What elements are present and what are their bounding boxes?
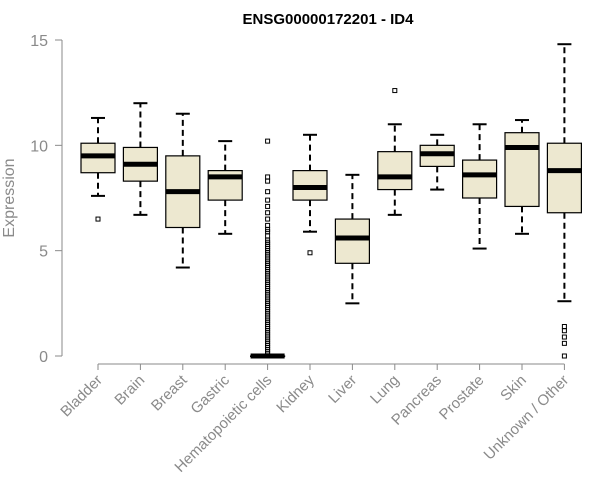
outlier-point (265, 210, 271, 216)
y-axis-label: Expression (1, 158, 18, 237)
x-tick-label: Bladder (57, 372, 106, 421)
box-hematopoietic-cells (250, 138, 286, 359)
outlier-point (561, 324, 567, 330)
box-pancreas (419, 133, 455, 191)
iqr-box (377, 151, 413, 191)
outlier-point (561, 334, 567, 340)
box-bladder (80, 116, 116, 222)
outlier-point (265, 138, 271, 144)
y-tick-label: 10 (30, 138, 48, 155)
outlier-point (265, 222, 271, 228)
iqr-box (334, 218, 370, 264)
outlier-point (392, 88, 398, 94)
y-axis: 0 5 10 15 (30, 33, 63, 366)
boxes-group (80, 43, 583, 359)
box-lung (377, 88, 413, 216)
outlier-point (265, 178, 271, 184)
outlier-point (265, 189, 271, 195)
box-liver (334, 173, 370, 305)
outlier-point (265, 197, 271, 203)
iqr-box (504, 132, 540, 208)
outlier-point (561, 328, 567, 334)
outlier-point (561, 340, 567, 346)
box-breast (165, 112, 201, 269)
x-tick-label: Lung (367, 372, 403, 408)
box-skin (504, 119, 540, 235)
iqr-box (462, 159, 498, 199)
x-tick-label: Liver (325, 372, 360, 407)
y-tick-label: 0 (39, 349, 48, 366)
x-tick-label: Prostate (436, 372, 488, 424)
y-tick-label: 15 (30, 33, 48, 50)
outlier-point (561, 353, 567, 359)
x-tick-label: Brain (111, 372, 148, 409)
iqr-box (546, 142, 583, 214)
x-tick-label: Breast (148, 371, 191, 414)
outlier-point (307, 250, 313, 256)
x-tick-label: Kidney (273, 371, 318, 416)
outlier-point (265, 216, 271, 222)
box-kidney (292, 133, 328, 256)
box-gastric (207, 140, 243, 235)
y-tick-label: 5 (39, 244, 48, 261)
x-tick-label: Skin (497, 372, 530, 405)
outlier-point (95, 216, 101, 222)
box-unknown-other (546, 43, 583, 359)
outlier-point (265, 203, 271, 209)
outlier-point (265, 174, 271, 180)
box-prostate (462, 123, 498, 250)
chart-title: ENSG00000172201 - ID4 (243, 11, 415, 28)
outlier-point (265, 233, 271, 239)
box-brain (122, 102, 159, 216)
